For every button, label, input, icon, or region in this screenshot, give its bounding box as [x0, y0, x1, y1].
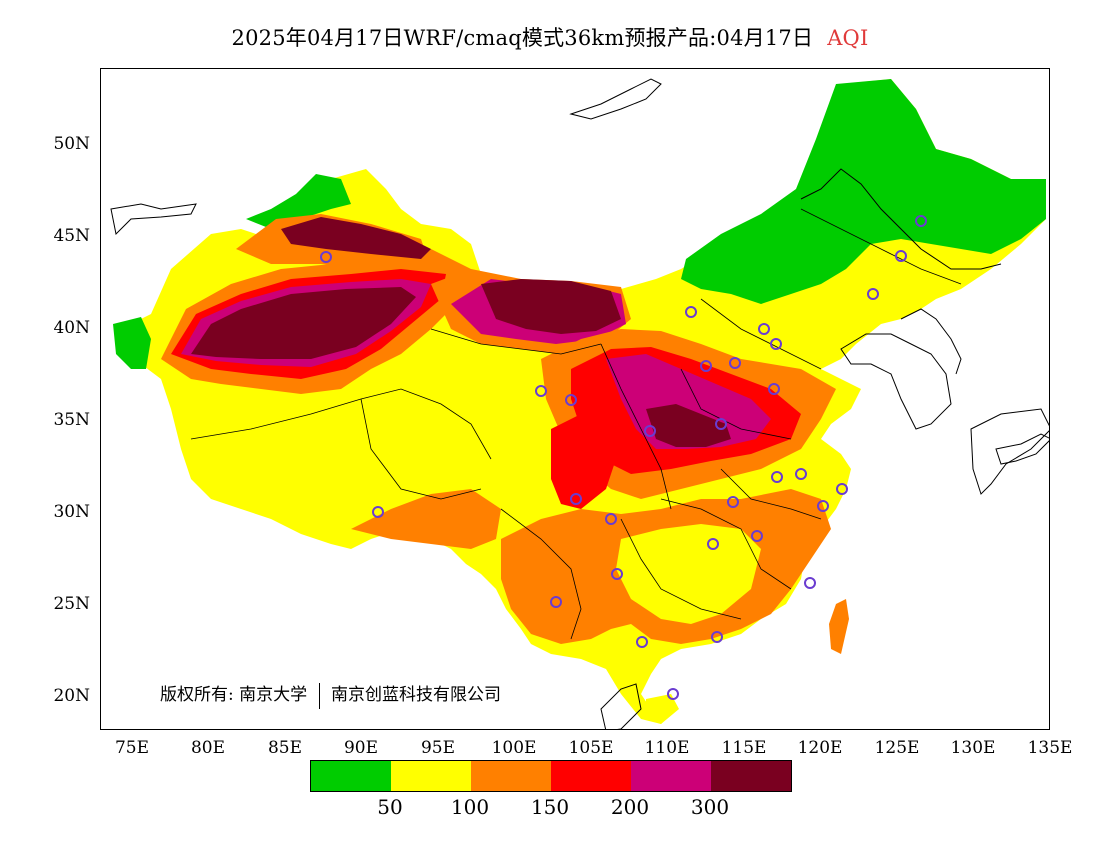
- station-marker: [817, 500, 829, 512]
- legend-swatch: [631, 761, 711, 791]
- legend-label: 300: [690, 795, 730, 819]
- dzungaria-hazardous: [281, 217, 431, 259]
- station-marker: [836, 483, 848, 495]
- tarim-hazardous: [191, 287, 416, 359]
- station-marker: [768, 383, 780, 395]
- taiwan: [829, 599, 849, 654]
- copyright-label: 版权所有:: [160, 685, 234, 705]
- station-marker: [685, 306, 697, 318]
- lon-label: 125E: [874, 738, 920, 758]
- station-marker: [372, 506, 384, 518]
- lon-label: 75E: [114, 738, 150, 758]
- copyright-org1: 南京大学: [239, 685, 308, 705]
- copyright-notice: 版权所有: 南京大学 南京创蓝科技有限公司: [160, 680, 501, 709]
- hainan: [646, 694, 679, 724]
- lon-label: 90E: [343, 738, 379, 758]
- station-marker: [535, 385, 547, 397]
- station-marker: [707, 538, 719, 550]
- tibet-east-orange: [351, 489, 501, 549]
- copyright-divider: [318, 682, 320, 709]
- map-title: 2025年04月17日WRF/cmaq模式36km预报产品:04月17日 AQI: [0, 22, 1100, 52]
- lat-label: 35N: [53, 410, 90, 430]
- title-text: 2025年04月17日WRF/cmaq模式36km预报产品:04月17日: [231, 26, 814, 50]
- legend-label: 150: [530, 795, 570, 819]
- xinjiang-north-green: [246, 174, 351, 229]
- legend-swatch: [311, 761, 391, 791]
- map-panel: [100, 68, 1050, 730]
- lon-label: 135E: [1027, 738, 1073, 758]
- legend-swatch: [551, 761, 631, 791]
- station-marker: [751, 530, 763, 542]
- lat-label: 50N: [53, 134, 90, 154]
- aqi-map: [110, 78, 1049, 729]
- station-marker: [727, 496, 739, 508]
- station-marker: [915, 215, 927, 227]
- inner-mongolia-hazardous: [481, 279, 621, 334]
- lon-label: 130E: [950, 738, 996, 758]
- northeast-green-region: [681, 79, 1046, 304]
- lon-label: 115E: [721, 738, 767, 758]
- legend-swatch: [471, 761, 551, 791]
- station-marker: [320, 251, 332, 263]
- station-marker: [804, 577, 816, 589]
- central-hazardous: [646, 404, 731, 447]
- station-marker: [729, 357, 741, 369]
- station-marker: [867, 288, 879, 300]
- lat-label: 25N: [53, 594, 90, 614]
- lon-label: 100E: [491, 738, 537, 758]
- station-marker: [565, 394, 577, 406]
- legend-label: 100: [450, 795, 490, 819]
- station-marker: [644, 425, 656, 437]
- legend-swatch: [711, 761, 791, 791]
- lon-label: 120E: [797, 738, 843, 758]
- station-marker: [700, 360, 712, 372]
- color-legend: [310, 760, 792, 792]
- lat-label: 45N: [53, 226, 90, 246]
- north-china-magenta: [606, 354, 771, 449]
- station-marker: [795, 468, 807, 480]
- station-markers: [320, 215, 927, 700]
- lat-label: 20N: [53, 686, 90, 706]
- station-marker: [715, 418, 727, 430]
- station-marker: [550, 596, 562, 608]
- station-marker: [570, 493, 582, 505]
- lat-label: 30N: [53, 502, 90, 522]
- lon-label: 85E: [267, 738, 303, 758]
- lon-label: 110E: [644, 738, 690, 758]
- station-marker: [611, 568, 623, 580]
- station-marker: [636, 636, 648, 648]
- station-marker: [711, 631, 723, 643]
- legend-label: 200: [610, 795, 650, 819]
- station-marker: [758, 323, 770, 335]
- copyright-org2: 南京创蓝科技有限公司: [330, 685, 501, 705]
- lon-label: 95E: [420, 738, 456, 758]
- station-marker: [770, 338, 782, 350]
- station-marker: [771, 471, 783, 483]
- station-marker: [605, 513, 617, 525]
- station-marker: [895, 250, 907, 262]
- legend-label: 50: [377, 795, 403, 819]
- sichuan-red: [551, 414, 616, 509]
- lat-label: 40N: [53, 318, 90, 338]
- xinjiang-west-green: [113, 317, 151, 369]
- lon-label: 80E: [190, 738, 226, 758]
- south-yellow-interior: [616, 524, 761, 624]
- legend-swatch: [391, 761, 471, 791]
- variable-label: AQI: [827, 26, 869, 50]
- lon-label: 105E: [568, 738, 614, 758]
- coastlines: [110, 78, 1049, 729]
- station-marker: [667, 688, 679, 700]
